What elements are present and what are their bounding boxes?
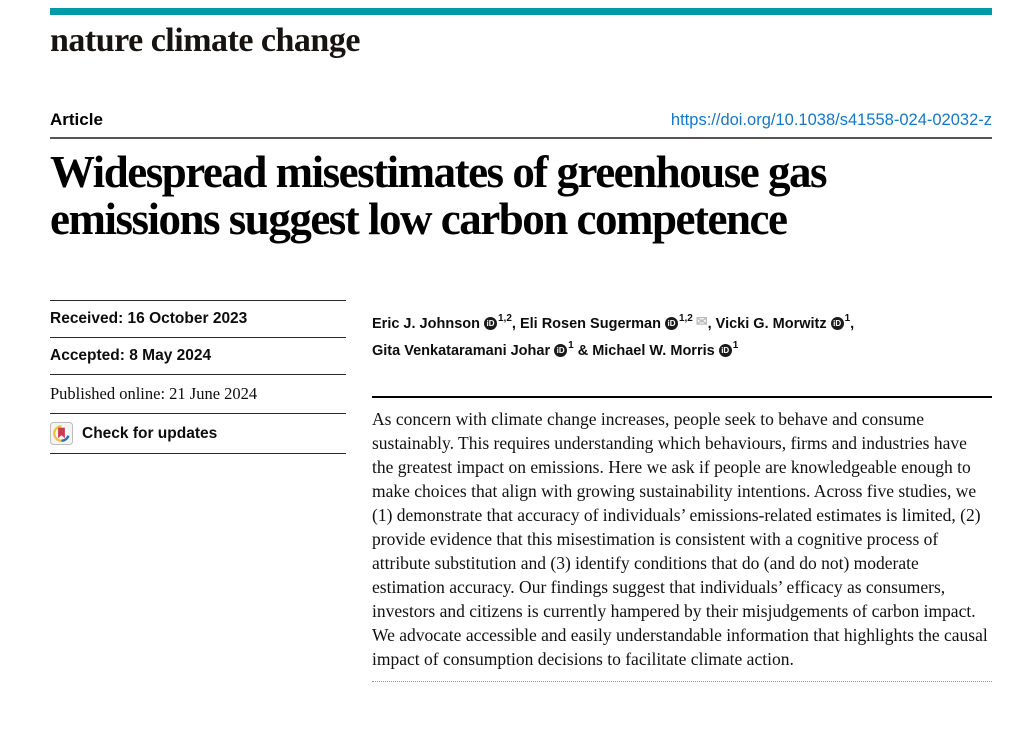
article-title: Widespread misestimates of greenhouse ga… <box>50 147 828 244</box>
author: Michael W. Morris iD 1 <box>592 340 739 360</box>
author-separator: , <box>707 316 716 332</box>
affiliation-superscript: 1 <box>732 340 739 351</box>
author-separator: , <box>850 316 855 332</box>
orcid-icon[interactable]: iD <box>483 317 497 330</box>
affiliation-superscript: 1,2 <box>497 313 512 324</box>
author-list: Eric J. Johnson iD 1,2, Eli Rosen Sugerman… <box>372 300 992 365</box>
author: Gita Venkataramani Johar iD 1 & <box>372 340 593 360</box>
orcid-icon[interactable]: iD <box>718 344 732 357</box>
article-header-row: Article https://doi.org/10.1038/s41558-0… <box>50 110 992 137</box>
check-for-updates-button[interactable]: Check for updates <box>50 413 346 454</box>
author-separator: & <box>573 343 593 359</box>
accepted-date: Accepted: 8 May 2024 <box>50 337 346 374</box>
affiliation-superscript: 1 <box>568 340 574 351</box>
orcid-icon[interactable]: iD <box>554 344 568 357</box>
article-meta-column: Received: 16 October 2023 Accepted: 8 Ma… <box>50 300 346 682</box>
journal-accent-bar <box>50 8 992 15</box>
received-date: Received: 16 October 2023 <box>50 300 346 337</box>
content-columns: Received: 16 October 2023 Accepted: 8 Ma… <box>50 300 992 682</box>
affiliation-superscript: 1,2 <box>678 313 693 324</box>
abstract-section: As concern with climate change increases… <box>372 396 992 682</box>
author: Eric J. Johnson iD 1,2, <box>372 313 520 333</box>
affiliation-superscript: 1 <box>844 313 851 324</box>
email-corresponding-icon[interactable]: ✉ <box>695 313 708 329</box>
orcid-icon[interactable]: iD <box>664 317 678 330</box>
journal-masthead: nature climate change <box>50 22 360 59</box>
article-body-column: Eric J. Johnson iD 1,2, Eli Rosen Sugerman… <box>372 300 992 682</box>
check-for-updates-label: Check for updates <box>82 424 218 442</box>
article-type-label: Article <box>50 110 103 129</box>
header-divider <box>50 137 992 139</box>
published-date: Published online: 21 June 2024 <box>50 374 346 413</box>
author-separator: , <box>511 316 520 332</box>
crossmark-icon <box>50 422 73 445</box>
article-page: nature climate change Article https://do… <box>50 8 992 682</box>
author: Vicki G. Morwitz iD 1, <box>715 313 855 333</box>
author: Eli Rosen Sugerman iD 1,2 ✉, <box>519 313 716 332</box>
orcid-icon[interactable]: iD <box>830 317 844 330</box>
abstract-text: As concern with climate change increases… <box>372 409 988 669</box>
doi-link[interactable]: https://doi.org/10.1038/s41558-024-02032… <box>670 111 992 129</box>
